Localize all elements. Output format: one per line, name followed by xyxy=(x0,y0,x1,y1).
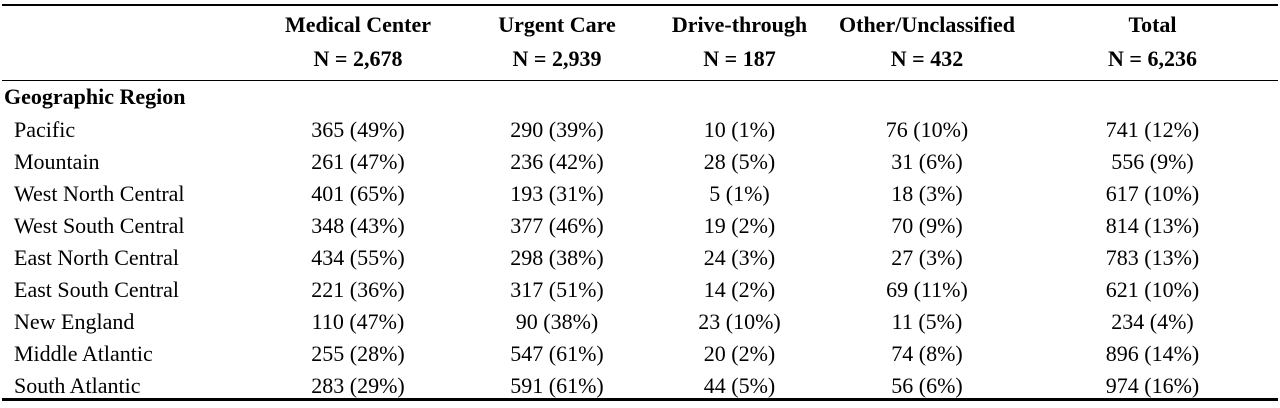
table-cell: 401 (65%) xyxy=(311,181,405,206)
table-cell: 24 (3%) xyxy=(703,245,776,270)
table-row: Mountain 261 (47%) 236 (42%) 28 (5%) 31 (6%)… xyxy=(2,146,1278,178)
table-cell: 70 (9%) xyxy=(891,213,963,238)
row-label: South Atlantic xyxy=(14,373,141,398)
header-medical-center: Medical Center N = 2,678 xyxy=(254,8,462,80)
table-cell: 348 (43%) xyxy=(311,213,405,238)
table-row: West South Central 348 (43%) 377 (46%) 19 (… xyxy=(2,210,1278,242)
table-cell: 236 (42%) xyxy=(510,149,604,174)
table-cell: 23 (10%) xyxy=(698,309,781,334)
column-title: Total xyxy=(1128,12,1177,37)
table-cell: 5 (1%) xyxy=(709,181,770,206)
table-row: Pacific 365 (49%) 290 (39%) 10 (1%) 76 (10%)… xyxy=(2,114,1278,146)
table-cell: 19 (2%) xyxy=(703,213,776,238)
header-urgent-care: Urgent Care N = 2,939 xyxy=(462,8,652,80)
header-drive-through: Drive-through N = 187 xyxy=(652,8,827,80)
table-cell: 14 (2%) xyxy=(703,277,776,302)
row-label: East South Central xyxy=(14,277,179,302)
table-cell: 261 (47%) xyxy=(311,149,405,174)
table-cell: 317 (51%) xyxy=(510,277,604,302)
column-n: N = 432 xyxy=(890,46,964,71)
header-total: Total N = 6,236 xyxy=(1027,8,1278,80)
table-cell: 783 (13%) xyxy=(1105,245,1200,270)
table-cell: 20 (2%) xyxy=(703,341,776,366)
table-cell: 27 (3%) xyxy=(891,245,963,270)
table-cell: 18 (3%) xyxy=(891,181,963,206)
table-row: South Atlantic 283 (29%) 591 (61%) 44 (5%) 5… xyxy=(2,370,1278,402)
row-label: East North Central xyxy=(14,245,179,270)
table-cell: 298 (38%) xyxy=(510,245,604,270)
table-cell: 547 (61%) xyxy=(510,341,604,366)
table-cell: 76 (10%) xyxy=(885,117,969,142)
column-title: Urgent Care xyxy=(498,12,616,37)
header-blank xyxy=(2,8,254,80)
table-cell: 31 (6%) xyxy=(891,149,963,174)
column-n: N = 2,678 xyxy=(313,46,403,71)
table-cell: 193 (31%) xyxy=(510,181,604,206)
table-cell: 255 (28%) xyxy=(311,341,405,366)
row-label: Pacific xyxy=(14,117,76,142)
header-row: Medical Center N = 2,678 Urgent Care N = 2… xyxy=(2,8,1278,80)
bottom-rule xyxy=(2,398,1278,401)
table-cell: 28 (5%) xyxy=(703,149,776,174)
table-cell: 814 (13%) xyxy=(1105,213,1200,238)
table-row: East South Central 221 (36%) 317 (51%) 14 (… xyxy=(2,274,1278,306)
table-cell: 10 (1%) xyxy=(703,117,776,142)
table-row: East North Central 434 (55%) 298 (38%) 24 (… xyxy=(2,242,1278,274)
table-cell: 741 (12%) xyxy=(1105,117,1200,142)
table-cell: 110 (47%) xyxy=(311,309,405,334)
table-row: Middle Atlantic 255 (28%) 547 (61%) 20 (2%)… xyxy=(2,338,1278,370)
column-title: Medical Center xyxy=(285,12,431,37)
top-rule xyxy=(2,4,1278,6)
table-cell: 377 (46%) xyxy=(510,213,604,238)
row-label: West South Central xyxy=(14,213,185,238)
header-rule xyxy=(2,80,1278,81)
table-cell: 434 (55%) xyxy=(311,245,405,270)
row-label: New England xyxy=(14,309,135,334)
column-n: N = 6,236 xyxy=(1108,46,1197,71)
table-cell: 896 (14%) xyxy=(1105,341,1200,366)
table-cell: 556 (9%) xyxy=(1111,149,1194,174)
table-cell: 74 (8%) xyxy=(891,341,963,366)
table-row: New England 110 (47%) 90 (38%) 23 (10%) 11 (… xyxy=(2,306,1278,338)
table-cell: 221 (36%) xyxy=(311,277,405,302)
table-cell: 290 (39%) xyxy=(510,117,604,142)
table-row: West North Central 401 (65%) 193 (31%) 5 (1… xyxy=(2,178,1278,210)
column-n: N = 187 xyxy=(703,46,776,71)
table-cell: 11 (5%) xyxy=(891,309,963,334)
section-title: Geographic Region xyxy=(4,84,186,109)
table-cell: 617 (10%) xyxy=(1105,181,1200,206)
table-cell: 365 (49%) xyxy=(311,117,405,142)
header-other-unclassified: Other/Unclassified N = 432 xyxy=(827,8,1027,80)
row-label: West North Central xyxy=(14,181,185,206)
table-cell: 283 (29%) xyxy=(311,373,405,398)
section-row: Geographic Region xyxy=(2,80,1278,114)
row-label: Middle Atlantic xyxy=(14,341,153,366)
table-cell: 69 (11%) xyxy=(886,277,968,302)
table-cell: 621 (10%) xyxy=(1105,277,1200,302)
row-label: Mountain xyxy=(14,149,100,174)
column-n: N = 2,939 xyxy=(512,46,602,71)
region-table: Medical Center N = 2,678 Urgent Care N = 2… xyxy=(2,8,1278,402)
table-cell: 974 (16%) xyxy=(1105,373,1200,398)
column-title: Drive-through xyxy=(671,12,808,37)
column-title: Other/Unclassified xyxy=(839,12,1015,37)
table-cell: 591 (61%) xyxy=(510,373,604,398)
table-cell: 44 (5%) xyxy=(703,373,776,398)
table-cell: 90 (38%) xyxy=(515,309,599,334)
table-cell: 56 (6%) xyxy=(891,373,963,398)
table-cell: 234 (4%) xyxy=(1111,309,1194,334)
